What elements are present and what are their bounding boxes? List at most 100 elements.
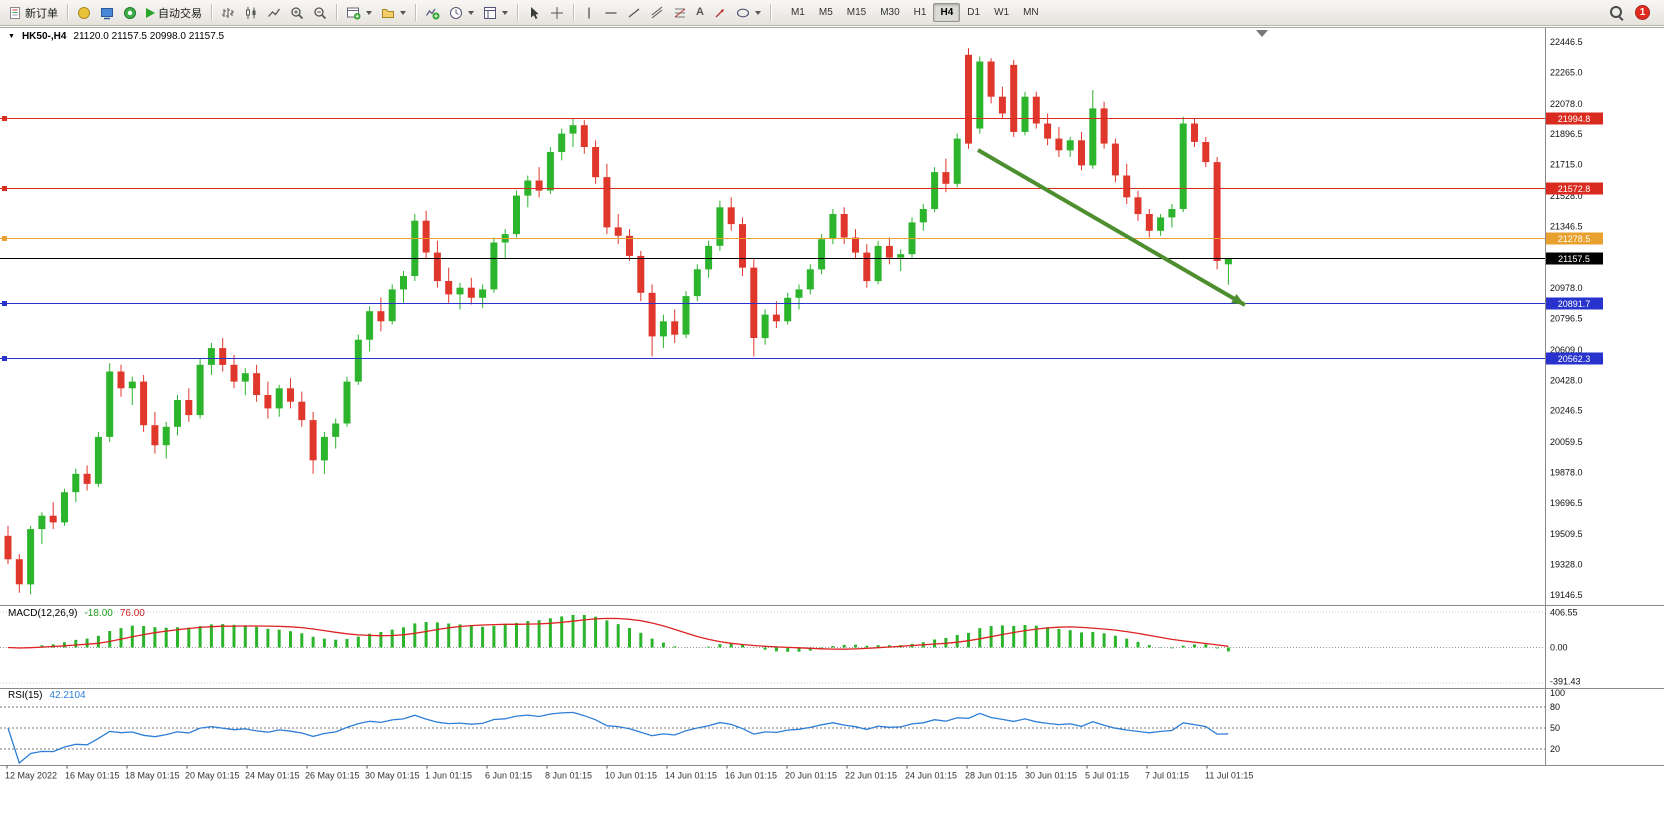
cursor-button[interactable]	[523, 2, 545, 24]
dropdown-caret-icon[interactable]	[468, 10, 474, 15]
toolbar-separator	[517, 4, 518, 21]
svg-text:22446.5: 22446.5	[1550, 37, 1583, 47]
svg-text:20246.5: 20246.5	[1550, 406, 1583, 416]
trendline-tool-button[interactable]	[623, 2, 645, 24]
fibonacci-tool-button[interactable]	[669, 2, 691, 24]
svg-text:16 Jun 01:15: 16 Jun 01:15	[725, 771, 777, 781]
auto-trading-button[interactable]: 自动交易	[142, 2, 206, 24]
new-order-label: 新订单	[25, 7, 58, 20]
timeframe-M15[interactable]: M15	[846, 7, 867, 18]
arrow-tool-icon	[713, 6, 727, 20]
community-icon	[123, 6, 137, 20]
horizontal-levels[interactable]: 21994.8 21572.8 21278.5 21157.5 20891.7 20562…	[0, 112, 1603, 365]
timeframe-M1[interactable]: M1	[790, 7, 805, 18]
bar-chart-icon	[221, 6, 235, 20]
svg-text:30 Jun 01:15: 30 Jun 01:15	[1025, 771, 1077, 781]
dropdown-caret-icon[interactable]	[502, 10, 508, 15]
svg-text:21157.5: 21157.5	[1558, 254, 1590, 264]
indicators-button[interactable]	[421, 2, 444, 24]
toolbar-separator	[769, 4, 771, 21]
crosshair-icon	[550, 6, 564, 20]
time-axis[interactable]: 12 May 2022 16 May 01:15 18 May 01:15 20 Ma…	[5, 765, 1253, 781]
profiles-icon	[381, 6, 395, 20]
new-chart-button[interactable]	[342, 2, 376, 24]
candlestick-icon	[244, 6, 258, 20]
svg-text:5 Jul 01:15: 5 Jul 01:15	[1085, 771, 1129, 781]
svg-text:406.55: 406.55	[1550, 608, 1578, 618]
svg-text:24 Jun 01:15: 24 Jun 01:15	[905, 771, 957, 781]
svg-text:20 Jun 01:15: 20 Jun 01:15	[785, 771, 837, 781]
templates-icon	[483, 6, 497, 20]
svg-text:21715.0: 21715.0	[1550, 160, 1583, 170]
svg-text:26 May 01:15: 26 May 01:15	[305, 771, 360, 781]
chart-menu-icon[interactable]: ▼	[8, 33, 15, 40]
chart-shift-marker[interactable]	[1256, 30, 1268, 37]
toolbar-separator	[415, 4, 416, 21]
zoom-out-button[interactable]	[309, 2, 331, 24]
dropdown-caret-icon[interactable]	[754, 10, 761, 15]
svg-text:19146.5: 19146.5	[1550, 590, 1583, 600]
zoom-in-button[interactable]	[286, 2, 308, 24]
trend-arrow[interactable]	[976, 148, 1247, 307]
svg-text:20891.7: 20891.7	[1558, 299, 1591, 309]
timeframe-H4[interactable]: H4	[933, 3, 961, 22]
line-chart-button[interactable]	[263, 2, 285, 24]
svg-text:-391.43: -391.43	[1550, 677, 1581, 687]
timeframe-M30[interactable]: M30	[880, 7, 900, 18]
text-tool-button[interactable]: A	[692, 2, 708, 24]
svg-text:21994.8: 21994.8	[1558, 114, 1591, 124]
zoom-in-icon	[290, 6, 304, 20]
svg-text:20562.3: 20562.3	[1558, 354, 1591, 364]
timeframe-W1[interactable]: W1	[994, 7, 1010, 18]
svg-text:19509.5: 19509.5	[1550, 529, 1583, 539]
arrows-tool-button[interactable]	[709, 2, 731, 24]
alerts-button[interactable]	[73, 2, 95, 24]
svg-text:16 May 01:15: 16 May 01:15	[65, 771, 120, 781]
vertical-line-tool-button[interactable]	[579, 2, 599, 24]
shapes-icon	[736, 6, 750, 20]
toolbar-separator	[211, 4, 212, 21]
horizontal-line-tool-button[interactable]	[600, 2, 622, 24]
svg-text:19696.5: 19696.5	[1550, 498, 1583, 508]
market-watch-button[interactable]	[96, 2, 118, 24]
fibonacci-icon	[673, 6, 687, 20]
price-axis[interactable]: 22446.5 22265.0 22078.0 21896.5 21715.0 21528…	[1550, 37, 1583, 754]
new-order-icon	[8, 6, 22, 20]
new-chart-icon	[346, 6, 361, 20]
timeframe-H1[interactable]: H1	[913, 7, 927, 18]
panel-borders	[0, 27, 1664, 766]
crosshair-button[interactable]	[546, 2, 568, 24]
dropdown-caret-icon[interactable]	[366, 10, 372, 15]
templates-button[interactable]	[479, 2, 512, 24]
svg-text:21896.5: 21896.5	[1550, 129, 1583, 139]
community-button[interactable]	[119, 2, 141, 24]
bar-chart-button[interactable]	[217, 2, 239, 24]
vertical-line-icon	[583, 6, 595, 20]
rsi-line	[7, 711, 1229, 765]
svg-text:8 Jun 01:15: 8 Jun 01:15	[545, 771, 592, 781]
svg-text:22265.0: 22265.0	[1550, 67, 1583, 77]
shapes-tool-button[interactable]	[732, 2, 765, 24]
timeframe-MN[interactable]: MN	[1023, 7, 1039, 18]
search-button[interactable]	[1605, 2, 1628, 24]
timeframe-D1[interactable]: D1	[967, 7, 981, 18]
svg-text:1 Jun 01:15: 1 Jun 01:15	[425, 771, 472, 781]
svg-text:21572.8: 21572.8	[1558, 184, 1591, 194]
periods-button[interactable]	[445, 2, 478, 24]
dropdown-caret-icon[interactable]	[400, 10, 406, 15]
profiles-button[interactable]	[377, 2, 410, 24]
channel-tool-button[interactable]	[646, 2, 668, 24]
svg-text:100: 100	[1550, 688, 1565, 698]
cursor-icon	[527, 6, 541, 20]
toolbar-separator	[67, 4, 68, 21]
new-order-button[interactable]: 新订单	[4, 2, 62, 24]
notification-badge[interactable]: 1	[1635, 5, 1650, 20]
svg-text:20609.0: 20609.0	[1550, 345, 1583, 355]
svg-text:50: 50	[1550, 723, 1560, 733]
toolbar-separator	[336, 4, 337, 21]
market-watch-icon	[100, 6, 114, 20]
timeframe-M5[interactable]: M5	[818, 7, 833, 18]
candlestick-chart-button[interactable]	[240, 2, 262, 24]
